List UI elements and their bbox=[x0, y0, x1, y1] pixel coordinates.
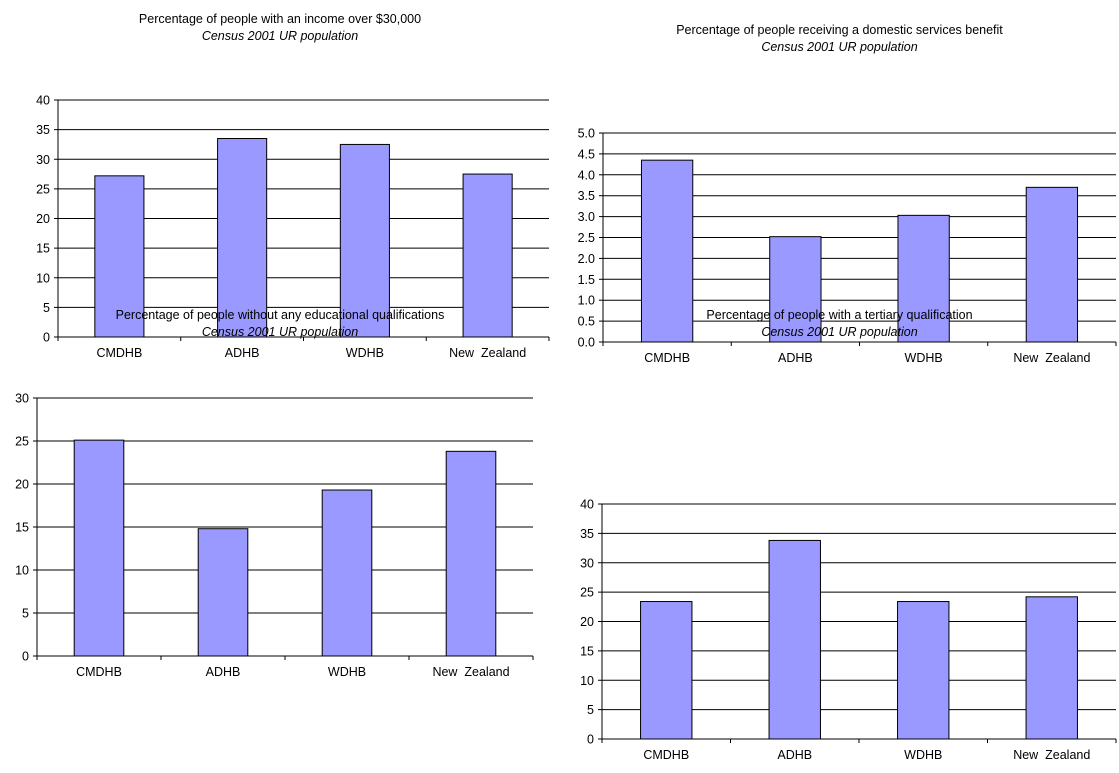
chart-title: Percentage of people with an income over… bbox=[138, 12, 422, 26]
x-tick-label: CMDHB bbox=[96, 346, 142, 360]
chart-subtitle: Census 2001 UR population bbox=[201, 29, 359, 43]
y-tick-label: 35 bbox=[36, 123, 50, 137]
y-tick-label: 20 bbox=[580, 615, 594, 629]
bar bbox=[321, 489, 373, 657]
bar bbox=[640, 601, 693, 740]
chart-tertiary: Percentage of people with a tertiary qua… bbox=[560, 308, 1119, 773]
bar bbox=[768, 539, 821, 740]
y-tick-label: 0 bbox=[43, 331, 50, 345]
y-tick-label: 25 bbox=[36, 182, 50, 196]
bar bbox=[897, 214, 950, 343]
y-tick-label: 30 bbox=[36, 153, 50, 167]
y-tick-label: 10 bbox=[15, 564, 29, 578]
x-tick-label: ADHB bbox=[778, 351, 813, 365]
x-tick-label: CMDHB bbox=[643, 748, 689, 762]
bar bbox=[1025, 596, 1078, 740]
chart-domestic-benefit: Percentage of people receiving a domesti… bbox=[560, 0, 1119, 386]
y-tick-label: 20 bbox=[15, 478, 29, 492]
x-tick-label: New Zealand bbox=[1013, 748, 1090, 762]
y-tick-label: 2.5 bbox=[578, 231, 595, 245]
y-tick-label: 35 bbox=[580, 527, 594, 541]
x-tick-label: New Zealand bbox=[432, 665, 509, 679]
chart-title: Percentage of people without any educati… bbox=[115, 308, 445, 322]
y-tick-label: 5 bbox=[43, 301, 50, 315]
x-tick-label: WDHB bbox=[905, 351, 943, 365]
bar bbox=[897, 601, 950, 740]
chart-title: Percentage of people receiving a domesti… bbox=[676, 23, 1003, 37]
y-tick-label: 5 bbox=[587, 703, 594, 717]
y-tick-label: 5 bbox=[22, 607, 29, 621]
y-tick-label: 3.5 bbox=[578, 189, 595, 203]
y-tick-label: 25 bbox=[15, 435, 29, 449]
x-tick-label: ADHB bbox=[777, 748, 812, 762]
chart-subtitle: Census 2001 UR population bbox=[201, 325, 359, 339]
x-tick-label: ADHB bbox=[225, 346, 260, 360]
y-tick-label: 15 bbox=[36, 242, 50, 256]
chart-no-qualifications: Percentage of people without any educati… bbox=[0, 308, 560, 773]
bar bbox=[339, 143, 390, 338]
bar bbox=[73, 439, 125, 657]
y-tick-label: 15 bbox=[580, 644, 594, 658]
y-tick-label: 40 bbox=[580, 498, 594, 512]
chart-title: Percentage of people with a tertiary qua… bbox=[706, 308, 973, 322]
y-tick-label: 15 bbox=[15, 521, 29, 535]
y-tick-label: 30 bbox=[15, 392, 29, 406]
chart-income: Percentage of people with an income over… bbox=[0, 0, 560, 386]
chart-plot: 0 5 10 15 20 25 30 CMDHB ADHB WDHB New Zealand bbox=[15, 392, 534, 679]
x-tick-label: WDHB bbox=[346, 346, 384, 360]
x-tick-label: New Zealand bbox=[449, 346, 526, 360]
bar bbox=[445, 450, 497, 657]
x-tick-label: New Zealand bbox=[1013, 351, 1090, 365]
x-tick-label: WDHB bbox=[328, 665, 366, 679]
y-tick-label: 10 bbox=[36, 271, 50, 285]
x-tick-label: CMDHB bbox=[76, 665, 122, 679]
bar bbox=[769, 236, 822, 343]
y-tick-label: 2.0 bbox=[578, 252, 595, 266]
y-tick-label: 25 bbox=[580, 586, 594, 600]
y-tick-label: 4.5 bbox=[578, 147, 595, 161]
x-tick-label: CMDHB bbox=[644, 351, 690, 365]
chart-plot: 0 5 10 15 20 25 30 35 40 CMDHB ADHB WDHB New Zealand bbox=[36, 94, 550, 360]
chart-subtitle: Census 2001 UR population bbox=[761, 325, 918, 339]
x-tick-label: ADHB bbox=[206, 665, 241, 679]
bar bbox=[197, 528, 249, 657]
y-tick-label: 40 bbox=[36, 94, 50, 108]
bar bbox=[640, 159, 694, 343]
y-tick-label: 5.0 bbox=[578, 127, 595, 141]
y-tick-label: 20 bbox=[36, 212, 50, 226]
y-tick-label: 1.5 bbox=[578, 273, 595, 287]
chart-subtitle: Census 2001 UR population bbox=[761, 40, 918, 54]
y-tick-label: 0 bbox=[22, 650, 29, 664]
bar bbox=[462, 173, 513, 338]
y-tick-label: 4.0 bbox=[578, 168, 595, 182]
bar bbox=[217, 138, 268, 338]
y-tick-label: 1.0 bbox=[578, 294, 595, 308]
y-tick-label: 3.0 bbox=[578, 210, 595, 224]
chart-plot: 0 5 10 15 20 25 30 35 40 CMDHB ADHB WDHB New Zealand bbox=[580, 498, 1117, 762]
y-tick-label: 0.0 bbox=[578, 336, 595, 350]
x-tick-label: WDHB bbox=[904, 748, 942, 762]
chart-plot: 0.0 0.5 1.0 1.5 2.0 2.5 3.0 3.5 4.0 4.5 5.0 CMDHB AD… bbox=[578, 127, 1117, 365]
bar bbox=[1025, 186, 1079, 343]
y-tick-label: 0 bbox=[587, 733, 594, 747]
y-tick-label: 30 bbox=[580, 556, 594, 570]
y-tick-label: 0.5 bbox=[578, 315, 595, 329]
y-tick-label: 10 bbox=[580, 674, 594, 688]
